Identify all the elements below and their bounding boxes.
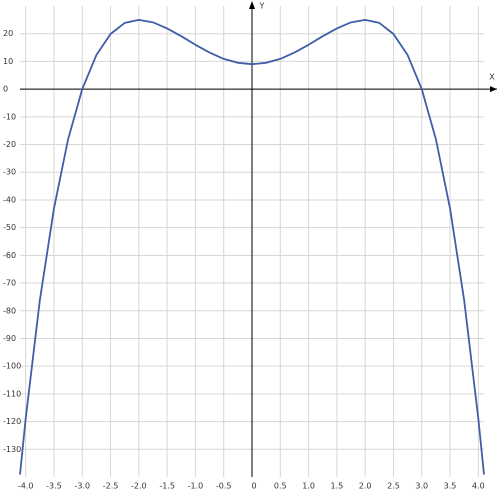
x-tick-label: -2.0 — [131, 482, 147, 491]
y-tick-label: -50 — [3, 223, 16, 232]
y-tick-label: -80 — [3, 306, 16, 315]
x-tick-label: 1.5 — [331, 482, 344, 491]
x-axis-label: X — [489, 73, 495, 82]
x-tick-label: 1.0 — [302, 482, 315, 491]
y-tick-label: -10 — [3, 112, 16, 121]
y-tick-label: 10 — [3, 57, 13, 66]
y-tick-label: -70 — [3, 279, 16, 288]
x-tick-label: -0.5 — [216, 482, 232, 491]
x-tick-label: -1.0 — [188, 482, 204, 491]
axes — [20, 1, 497, 477]
x-tick-label: 3.0 — [415, 482, 428, 491]
x-tick-label: -3.5 — [46, 482, 62, 491]
y-axis-arrow — [249, 1, 255, 9]
y-tick-label: -110 — [3, 389, 21, 398]
x-tick-label: -4.0 — [18, 482, 34, 491]
y-tick-label: 20 — [3, 29, 13, 38]
curve — [19, 18, 485, 475]
y-tick-label: -30 — [3, 168, 16, 177]
y-tick-label: -20 — [3, 140, 16, 149]
y-tick-label: -40 — [3, 195, 16, 204]
y-tick-label: 0 — [3, 85, 8, 94]
y-axis-label: Y — [259, 2, 265, 11]
x-tick-label: 2.0 — [359, 482, 372, 491]
x-tick-label: 4.0 — [472, 482, 485, 491]
y-tick-label: -120 — [3, 417, 21, 426]
x-tick-label: 0.5 — [274, 482, 287, 491]
x-tick-label: -2.5 — [103, 482, 119, 491]
x-tick-label: 2.5 — [387, 482, 400, 491]
x-axis-arrow — [490, 86, 497, 93]
y-tick-label: -90 — [3, 334, 16, 343]
y-tick-label: -60 — [3, 251, 16, 260]
x-tick-label: -3.0 — [74, 482, 90, 491]
x-tick-label: -1.5 — [159, 482, 175, 491]
y-tick-label: -100 — [3, 362, 21, 371]
x-tick-label: 3.5 — [444, 482, 457, 491]
x-tick-label: 0 — [251, 482, 256, 491]
y-tick-label: -130 — [3, 445, 21, 454]
